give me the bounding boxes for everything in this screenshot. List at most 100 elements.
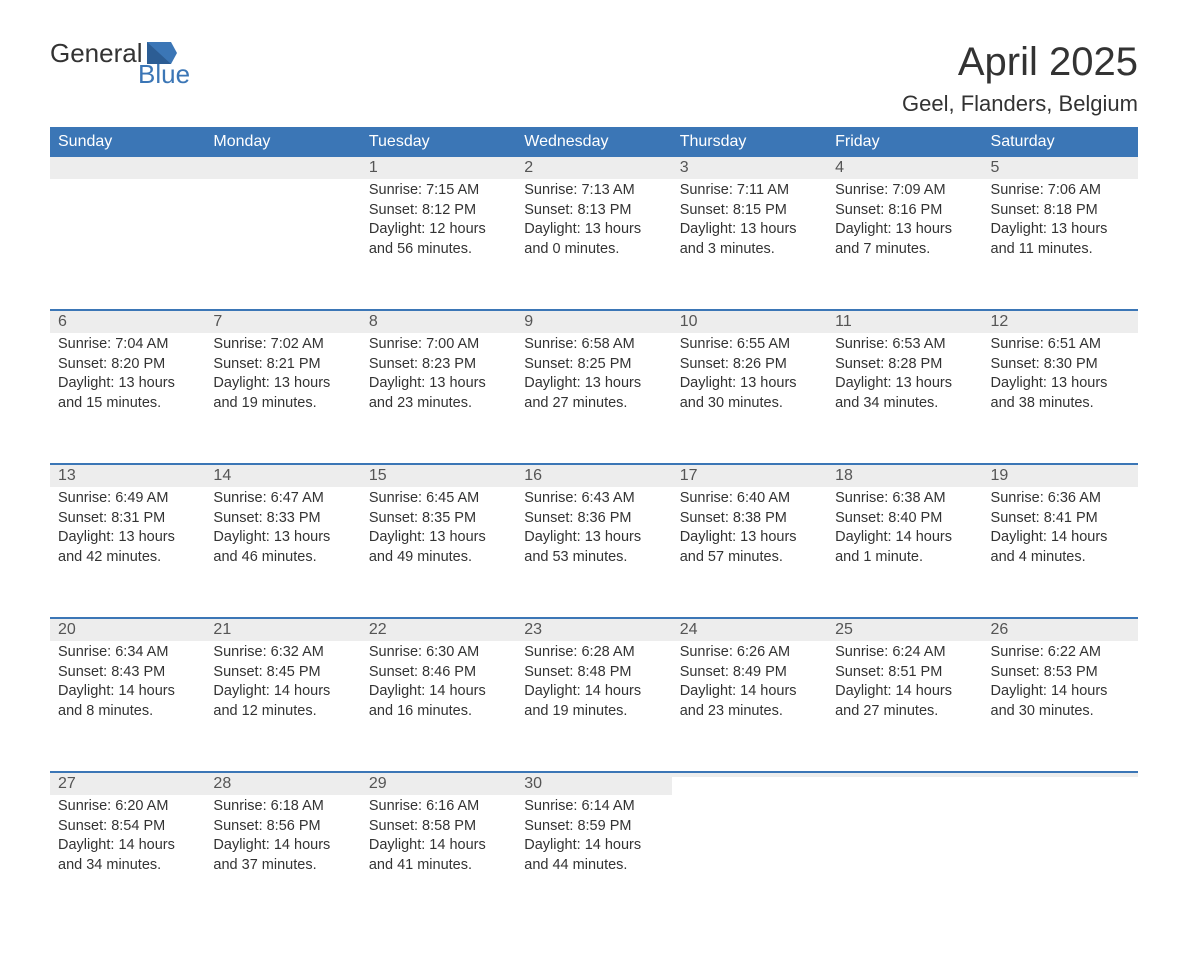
- sunset-text: Sunset: 8:15 PM: [680, 201, 819, 221]
- day-cell: [205, 179, 360, 309]
- weekday-header: Friday: [827, 127, 982, 157]
- day-body: Sunrise: 7:09 AMSunset: 8:16 PMDaylight:…: [827, 179, 982, 265]
- sunrise-text: Sunrise: 7:13 AM: [524, 181, 663, 201]
- daylight-text: Daylight: 13 hours and 27 minutes.: [524, 374, 663, 413]
- day-number: 5: [983, 157, 1138, 179]
- sunrise-text: Sunrise: 6:36 AM: [991, 489, 1130, 509]
- day-body: [827, 795, 982, 803]
- sunrise-text: Sunrise: 6:47 AM: [213, 489, 352, 509]
- day-number: [827, 773, 982, 777]
- day-number: 1: [361, 157, 516, 179]
- day-cell: Sunrise: 6:28 AMSunset: 8:48 PMDaylight:…: [516, 641, 671, 771]
- daylight-text: Daylight: 13 hours and 19 minutes.: [213, 374, 352, 413]
- day-cell: Sunrise: 6:34 AMSunset: 8:43 PMDaylight:…: [50, 641, 205, 771]
- day-cell: Sunrise: 6:26 AMSunset: 8:49 PMDaylight:…: [672, 641, 827, 771]
- day-cell: Sunrise: 6:40 AMSunset: 8:38 PMDaylight:…: [672, 487, 827, 617]
- daylight-text: Daylight: 13 hours and 0 minutes.: [524, 220, 663, 259]
- sunrise-text: Sunrise: 6:55 AM: [680, 335, 819, 355]
- sunrise-text: Sunrise: 6:20 AM: [58, 797, 197, 817]
- sunset-text: Sunset: 8:59 PM: [524, 817, 663, 837]
- day-body: Sunrise: 6:58 AMSunset: 8:25 PMDaylight:…: [516, 333, 671, 419]
- sunrise-text: Sunrise: 6:14 AM: [524, 797, 663, 817]
- day-number: 27: [50, 773, 205, 795]
- day-number: 25: [827, 619, 982, 641]
- sunrise-text: Sunrise: 7:11 AM: [680, 181, 819, 201]
- day-cell: Sunrise: 7:06 AMSunset: 8:18 PMDaylight:…: [983, 179, 1138, 309]
- day-body: Sunrise: 6:45 AMSunset: 8:35 PMDaylight:…: [361, 487, 516, 573]
- day-body: Sunrise: 6:43 AMSunset: 8:36 PMDaylight:…: [516, 487, 671, 573]
- day-number-cell: [827, 773, 982, 795]
- day-number: 22: [361, 619, 516, 641]
- day-number-cell: 20: [50, 619, 205, 641]
- day-body: Sunrise: 6:16 AMSunset: 8:58 PMDaylight:…: [361, 795, 516, 881]
- sunrise-text: Sunrise: 7:02 AM: [213, 335, 352, 355]
- daylight-text: Daylight: 13 hours and 57 minutes.: [680, 528, 819, 567]
- day-cell: Sunrise: 7:11 AMSunset: 8:15 PMDaylight:…: [672, 179, 827, 309]
- day-number-cell: [672, 773, 827, 795]
- day-cell: Sunrise: 6:30 AMSunset: 8:46 PMDaylight:…: [361, 641, 516, 771]
- day-number: 16: [516, 465, 671, 487]
- day-body: Sunrise: 6:34 AMSunset: 8:43 PMDaylight:…: [50, 641, 205, 727]
- day-number: 12: [983, 311, 1138, 333]
- logo: General Blue: [50, 40, 190, 89]
- day-body: Sunrise: 7:06 AMSunset: 8:18 PMDaylight:…: [983, 179, 1138, 265]
- day-body: Sunrise: 6:36 AMSunset: 8:41 PMDaylight:…: [983, 487, 1138, 573]
- daylight-text: Daylight: 14 hours and 30 minutes.: [991, 682, 1130, 721]
- day-cell: Sunrise: 6:53 AMSunset: 8:28 PMDaylight:…: [827, 333, 982, 463]
- day-cell: [672, 795, 827, 925]
- day-number: 11: [827, 311, 982, 333]
- day-body: Sunrise: 6:51 AMSunset: 8:30 PMDaylight:…: [983, 333, 1138, 419]
- calendar-table: SundayMondayTuesdayWednesdayThursdayFrid…: [50, 127, 1138, 925]
- day-body: Sunrise: 7:13 AMSunset: 8:13 PMDaylight:…: [516, 179, 671, 265]
- day-number-cell: 19: [983, 465, 1138, 487]
- day-number: 8: [361, 311, 516, 333]
- sunrise-text: Sunrise: 6:32 AM: [213, 643, 352, 663]
- sunset-text: Sunset: 8:38 PM: [680, 509, 819, 529]
- sunrise-text: Sunrise: 6:53 AM: [835, 335, 974, 355]
- weekday-header: Tuesday: [361, 127, 516, 157]
- sunset-text: Sunset: 8:20 PM: [58, 355, 197, 375]
- day-number-cell: 21: [205, 619, 360, 641]
- day-cell: Sunrise: 6:58 AMSunset: 8:25 PMDaylight:…: [516, 333, 671, 463]
- day-number-cell: 24: [672, 619, 827, 641]
- day-cell: Sunrise: 7:15 AMSunset: 8:12 PMDaylight:…: [361, 179, 516, 309]
- daylight-text: Daylight: 13 hours and 46 minutes.: [213, 528, 352, 567]
- sunrise-text: Sunrise: 6:58 AM: [524, 335, 663, 355]
- day-body: Sunrise: 6:24 AMSunset: 8:51 PMDaylight:…: [827, 641, 982, 727]
- weekday-header: Thursday: [672, 127, 827, 157]
- sunrise-text: Sunrise: 6:45 AM: [369, 489, 508, 509]
- day-number: [50, 157, 205, 179]
- sunrise-text: Sunrise: 6:24 AM: [835, 643, 974, 663]
- sunset-text: Sunset: 8:53 PM: [991, 663, 1130, 683]
- daylight-text: Daylight: 13 hours and 34 minutes.: [835, 374, 974, 413]
- daylight-text: Daylight: 14 hours and 27 minutes.: [835, 682, 974, 721]
- weekday-header: Saturday: [983, 127, 1138, 157]
- day-number-cell: 27: [50, 773, 205, 795]
- day-number-cell: 2: [516, 157, 671, 179]
- day-number-cell: 12: [983, 311, 1138, 333]
- sunset-text: Sunset: 8:49 PM: [680, 663, 819, 683]
- day-number-cell: 23: [516, 619, 671, 641]
- day-body: Sunrise: 6:18 AMSunset: 8:56 PMDaylight:…: [205, 795, 360, 881]
- day-cell: Sunrise: 6:49 AMSunset: 8:31 PMDaylight:…: [50, 487, 205, 617]
- day-body: Sunrise: 7:15 AMSunset: 8:12 PMDaylight:…: [361, 179, 516, 265]
- day-body: Sunrise: 6:26 AMSunset: 8:49 PMDaylight:…: [672, 641, 827, 727]
- sunset-text: Sunset: 8:21 PM: [213, 355, 352, 375]
- day-cell: Sunrise: 6:14 AMSunset: 8:59 PMDaylight:…: [516, 795, 671, 925]
- day-number: [205, 157, 360, 179]
- daylight-text: Daylight: 13 hours and 15 minutes.: [58, 374, 197, 413]
- sunset-text: Sunset: 8:12 PM: [369, 201, 508, 221]
- sunset-text: Sunset: 8:31 PM: [58, 509, 197, 529]
- sunset-text: Sunset: 8:33 PM: [213, 509, 352, 529]
- day-body: Sunrise: 6:49 AMSunset: 8:31 PMDaylight:…: [50, 487, 205, 573]
- sunset-text: Sunset: 8:40 PM: [835, 509, 974, 529]
- sunset-text: Sunset: 8:46 PM: [369, 663, 508, 683]
- sunrise-text: Sunrise: 6:34 AM: [58, 643, 197, 663]
- sunset-text: Sunset: 8:25 PM: [524, 355, 663, 375]
- day-cell: Sunrise: 6:47 AMSunset: 8:33 PMDaylight:…: [205, 487, 360, 617]
- daylight-text: Daylight: 13 hours and 23 minutes.: [369, 374, 508, 413]
- day-body: Sunrise: 6:14 AMSunset: 8:59 PMDaylight:…: [516, 795, 671, 881]
- day-cell: Sunrise: 6:45 AMSunset: 8:35 PMDaylight:…: [361, 487, 516, 617]
- daylight-text: Daylight: 13 hours and 3 minutes.: [680, 220, 819, 259]
- daylight-text: Daylight: 14 hours and 12 minutes.: [213, 682, 352, 721]
